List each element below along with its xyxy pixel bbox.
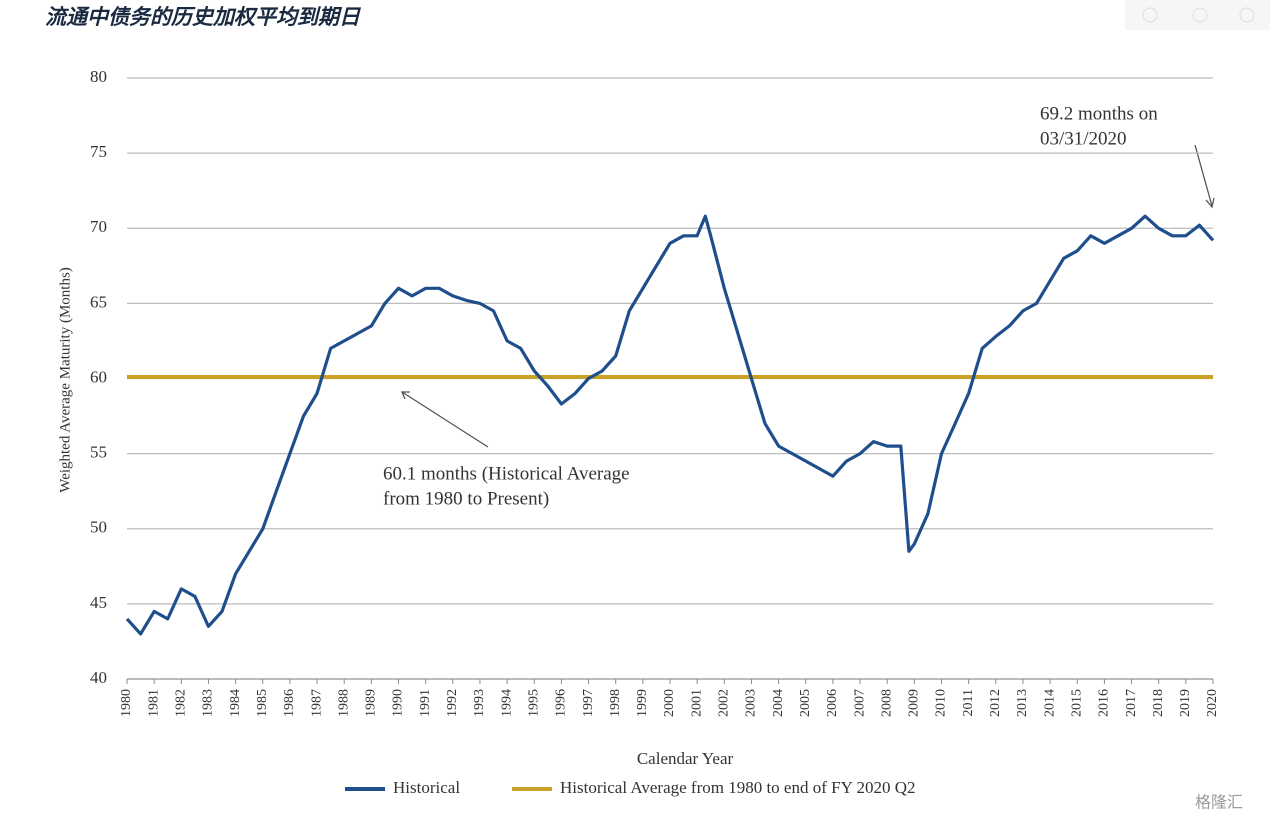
x-tick-label: 2005 xyxy=(798,689,813,717)
x-tick-label: 1982 xyxy=(174,689,189,717)
x-tick-label: 2006 xyxy=(825,689,840,717)
x-tick-label: 1996 xyxy=(554,689,569,717)
annotation-arrowhead xyxy=(401,391,410,400)
toolbar-bg xyxy=(1125,0,1270,30)
x-tick-label: 2017 xyxy=(1124,689,1139,717)
x-tick-label: 1984 xyxy=(228,689,243,717)
x-tick-label: 2015 xyxy=(1069,689,1084,717)
x-tick-label: 1991 xyxy=(418,689,433,717)
icon[interactable] xyxy=(1239,7,1255,23)
x-tick-label: 2004 xyxy=(771,689,786,717)
y-tick-label: 50 xyxy=(90,518,107,537)
x-tick-label: 1997 xyxy=(581,689,596,717)
icon[interactable] xyxy=(1142,7,1158,23)
chart-title: 流通中债务的历史加权平均到期日 xyxy=(45,5,362,29)
x-tick-label: 1988 xyxy=(336,689,351,717)
x-tick-label: 1985 xyxy=(255,689,270,717)
x-tick-label: 1995 xyxy=(526,689,541,717)
y-tick-label: 40 xyxy=(90,668,107,687)
x-tick-label: 2007 xyxy=(852,689,867,717)
x-tick-label: 1994 xyxy=(499,689,514,717)
x-tick-label: 2016 xyxy=(1097,689,1112,717)
x-tick-label: 1983 xyxy=(201,689,216,717)
x-tick-label: 2001 xyxy=(689,689,704,717)
x-tick-label: 2020 xyxy=(1205,689,1220,717)
toolbar xyxy=(1125,0,1270,30)
y-tick-label: 60 xyxy=(90,367,107,386)
legend-label: Historical xyxy=(393,778,460,797)
x-tick-label: 2011 xyxy=(961,689,976,716)
x-tick-label: 1993 xyxy=(472,689,487,717)
x-tick-label: 2000 xyxy=(662,689,677,717)
annotation: from 1980 to Present) xyxy=(383,488,549,509)
annotation-arrowhead xyxy=(1205,197,1215,209)
x-tick-label: 1986 xyxy=(282,689,297,717)
y-tick-label: 55 xyxy=(90,443,107,462)
line-series xyxy=(125,214,1215,636)
x-tick-label: 2018 xyxy=(1151,689,1166,717)
annotation-arrow xyxy=(1194,144,1213,207)
annotation: 69.2 months on xyxy=(1040,103,1158,124)
legend-label: Historical Average from 1980 to end of F… xyxy=(560,778,916,797)
x-tick-label: 1981 xyxy=(146,689,161,717)
x-tick-label: 2002 xyxy=(717,689,732,717)
watermark: 格隆汇 xyxy=(1195,793,1243,812)
annotation: 03/31/2020 xyxy=(1040,128,1127,149)
x-tick-label: 1987 xyxy=(309,689,324,717)
x-tick-label: 1980 xyxy=(119,689,134,717)
x-tick-label: 2013 xyxy=(1015,689,1030,717)
y-tick-label: 80 xyxy=(90,67,107,86)
x-tick-label: 2010 xyxy=(934,689,949,717)
y-tick-label: 75 xyxy=(90,142,107,161)
x-tick-label: 1989 xyxy=(364,689,379,717)
x-axis-label: Calendar Year xyxy=(637,749,734,768)
x-tick-label: 1992 xyxy=(445,689,460,717)
x-tick-label: 2019 xyxy=(1178,689,1193,717)
y-tick-label: 65 xyxy=(90,292,107,311)
x-tick-label: 2008 xyxy=(879,689,894,717)
annotation: 60.1 months (Historical Average xyxy=(383,463,630,484)
icon[interactable] xyxy=(1192,7,1208,23)
annotation-arrow xyxy=(401,391,489,448)
x-tick-label: 1998 xyxy=(608,689,623,717)
x-tick-label: 2014 xyxy=(1042,689,1057,717)
x-tick-label: 1999 xyxy=(635,689,650,717)
y-axis-label: Weighted Average Maturity (Months) xyxy=(57,267,73,493)
x-tick-label: 2012 xyxy=(988,689,1003,717)
y-tick-label: 70 xyxy=(90,217,107,236)
x-tick-label: 2009 xyxy=(907,689,922,717)
x-tick-label: 1990 xyxy=(391,689,406,717)
x-tick-label: 2003 xyxy=(744,689,759,717)
y-tick-label: 45 xyxy=(90,593,107,612)
